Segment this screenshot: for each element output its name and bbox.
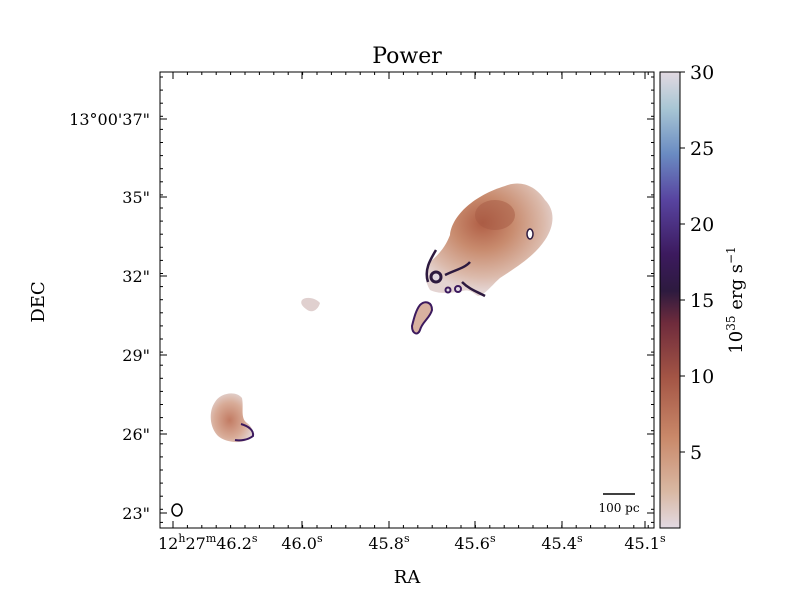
main-region-core [475,200,515,230]
x-tick-label: 46.0s [281,532,323,553]
colorbar-ticks: 5 10 15 20 25 30 [680,62,714,464]
axis-ticks [160,72,654,528]
colorbar: 5 10 15 20 25 30 1035 erg s−1 [659,62,747,529]
y-tick-label: 26" [122,425,150,444]
x-axis-label: RA [394,567,422,588]
chart-title: Power [372,44,442,69]
y-tick-labels: 13°00'37" 35" 32" 29" 26" 23" [69,110,150,523]
x-tick-label: 45.8s [368,532,410,553]
x-tick-label: 45.6s [454,532,496,553]
y-tick-label: 23" [122,504,150,523]
y-tick-label: 32" [122,267,150,286]
main-region-spot [526,228,534,240]
colorbar-tick-label: 10 [690,366,714,388]
colorbar-tick-label: 5 [690,442,702,464]
southeast-blob [210,393,253,443]
small-knot [301,297,320,312]
plot-area [159,71,655,529]
main-region-hole-3 [444,286,452,294]
colorbar-tick-label: 15 [690,290,714,312]
beam-ellipse [171,503,183,517]
main-emission-region [425,183,553,296]
scale-bar-label: 100 pc [598,501,639,515]
x-tick-label: 12h27m46.2s [158,532,258,553]
x-tick-label: 45.1s [624,532,666,553]
y-tick-label: 29" [122,346,150,365]
y-tick-label: 35" [122,188,150,207]
y-tick-label: 13°00'37" [69,110,150,129]
x-tick-label: 45.4s [541,532,583,553]
emission-map [210,183,553,443]
main-region-hole [429,270,443,284]
colorbar-gradient [659,71,681,529]
main-region-arm [410,301,434,335]
main-region-hole-2 [454,285,462,293]
colorbar-tick-label: 25 [690,138,714,160]
main-region-edge [425,249,486,298]
y-axis-label: DEC [28,281,49,322]
colorbar-tick-label: 30 [690,62,714,84]
colorbar-tick-label: 20 [690,214,714,236]
x-tick-labels: 12h27m46.2s 46.0s 45.8s 45.6s 45.4s 45.1… [158,532,666,553]
southeast-blob-edge [234,423,255,442]
colorbar-label: 1035 erg s−1 [724,246,747,353]
